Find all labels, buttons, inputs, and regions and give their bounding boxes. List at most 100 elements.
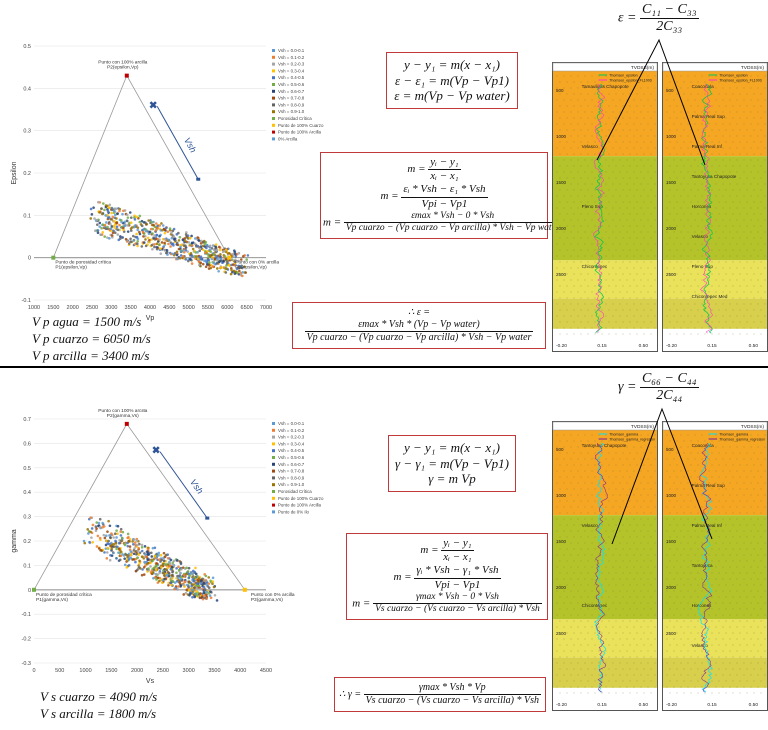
texture-dot bbox=[654, 458, 656, 460]
data-point bbox=[217, 269, 220, 273]
data-point bbox=[162, 574, 166, 577]
texture-dot bbox=[760, 189, 762, 191]
texture-dot bbox=[764, 686, 766, 688]
data-point bbox=[205, 593, 208, 596]
texture-dot bbox=[736, 506, 738, 508]
texture-dot bbox=[680, 446, 682, 448]
texture-dot bbox=[708, 135, 710, 137]
texture-dot bbox=[680, 159, 682, 161]
data-point bbox=[132, 542, 135, 546]
texture-dot bbox=[615, 608, 617, 610]
texture-dot bbox=[750, 231, 752, 233]
texture-dot bbox=[570, 482, 572, 484]
texture-dot bbox=[587, 668, 589, 670]
texture-dot bbox=[729, 530, 731, 532]
texture-dot bbox=[690, 201, 692, 203]
texture-dot bbox=[676, 476, 678, 478]
texture-dot bbox=[587, 440, 589, 442]
depth-label: 1000 bbox=[666, 493, 677, 498]
texture-dot bbox=[753, 153, 755, 155]
texture-dot bbox=[605, 554, 607, 556]
texture-dot bbox=[701, 75, 703, 77]
texture-dot bbox=[619, 279, 621, 281]
texture-dot bbox=[622, 333, 624, 335]
texture-dot bbox=[732, 452, 734, 454]
texture-dot bbox=[643, 608, 645, 610]
texture-dot bbox=[683, 476, 685, 478]
texture-dot bbox=[563, 518, 565, 520]
texture-dot bbox=[622, 644, 624, 646]
texture-dot bbox=[704, 129, 706, 131]
data-point bbox=[205, 244, 209, 247]
data-point bbox=[163, 228, 167, 232]
texture-dot bbox=[629, 668, 631, 670]
y-tick-label: 0.2 bbox=[23, 171, 31, 177]
texture-dot bbox=[739, 237, 741, 239]
texture-dot bbox=[732, 500, 734, 502]
texture-dot bbox=[680, 506, 682, 508]
texture-dot bbox=[718, 620, 720, 622]
texture-dot bbox=[563, 147, 565, 149]
texture-dot bbox=[750, 506, 752, 508]
data-point bbox=[177, 585, 180, 588]
texture-dot bbox=[708, 327, 710, 329]
legend-label: Vsh = 0.4-0.5 bbox=[278, 75, 305, 80]
texture-dot bbox=[563, 542, 565, 544]
texture-dot bbox=[676, 129, 678, 131]
texture-dot bbox=[743, 518, 745, 520]
texture-dot bbox=[690, 560, 692, 562]
texture-dot bbox=[629, 680, 631, 682]
texture-dot bbox=[647, 315, 649, 317]
data-point bbox=[160, 558, 163, 562]
texture-dot bbox=[584, 662, 586, 664]
texture-dot bbox=[559, 476, 561, 478]
texture-dot bbox=[669, 536, 671, 538]
texture-dot bbox=[566, 560, 568, 562]
texture-dot bbox=[750, 686, 752, 688]
log-legend-label: Thomsen_gamma_regresion bbox=[609, 438, 655, 442]
texture-dot bbox=[725, 81, 727, 83]
texture-dot bbox=[626, 638, 628, 640]
log-legend-label: Thomsen_epsilon_FL1000 bbox=[609, 79, 652, 83]
texture-dot bbox=[573, 93, 575, 95]
texture-dot bbox=[626, 530, 628, 532]
texture-dot bbox=[563, 434, 565, 436]
data-point bbox=[87, 532, 90, 535]
texture-dot bbox=[683, 309, 685, 311]
texture-dot bbox=[736, 638, 738, 640]
x-tick-label: 6500 bbox=[241, 305, 253, 311]
y-tick-label: 0.1 bbox=[23, 563, 31, 569]
texture-dot bbox=[739, 93, 741, 95]
texture-dot bbox=[559, 153, 561, 155]
texture-dot bbox=[601, 680, 603, 682]
data-point bbox=[170, 231, 173, 235]
data-point bbox=[118, 558, 122, 562]
gamma-well-log-left: TVDSS(m)Thomsen_gammaThomsen_gamma_regre… bbox=[552, 421, 658, 711]
texture-dot bbox=[650, 620, 652, 622]
data-point bbox=[115, 536, 118, 539]
scale-bar bbox=[553, 338, 657, 351]
texture-dot bbox=[683, 524, 685, 526]
texture-dot bbox=[746, 93, 748, 95]
legend-label: Vsh = 0.0-0.1 bbox=[278, 421, 305, 426]
texture-dot bbox=[619, 602, 621, 604]
texture-dot bbox=[619, 99, 621, 101]
texture-dot bbox=[636, 476, 638, 478]
texture-dot bbox=[622, 500, 624, 502]
texture-dot bbox=[594, 321, 596, 323]
texture-dot bbox=[680, 578, 682, 580]
texture-dot bbox=[619, 590, 621, 592]
legend-swatch bbox=[272, 62, 275, 66]
texture-dot bbox=[591, 602, 593, 604]
epsilon-result-box: ∴ ε = εmax * Vsh * (Vp − Vp water) Vp cua… bbox=[292, 302, 546, 349]
texture-dot bbox=[615, 297, 617, 299]
texture-dot bbox=[736, 542, 738, 544]
data-point bbox=[164, 563, 168, 566]
texture-dot bbox=[725, 560, 727, 562]
texture-dot bbox=[739, 656, 741, 658]
texture-dot bbox=[687, 494, 689, 496]
texture-dot bbox=[750, 291, 752, 293]
texture-dot bbox=[704, 452, 706, 454]
legend-label: Punto de 100% Cuarzo bbox=[278, 496, 324, 501]
data-point bbox=[187, 576, 191, 579]
